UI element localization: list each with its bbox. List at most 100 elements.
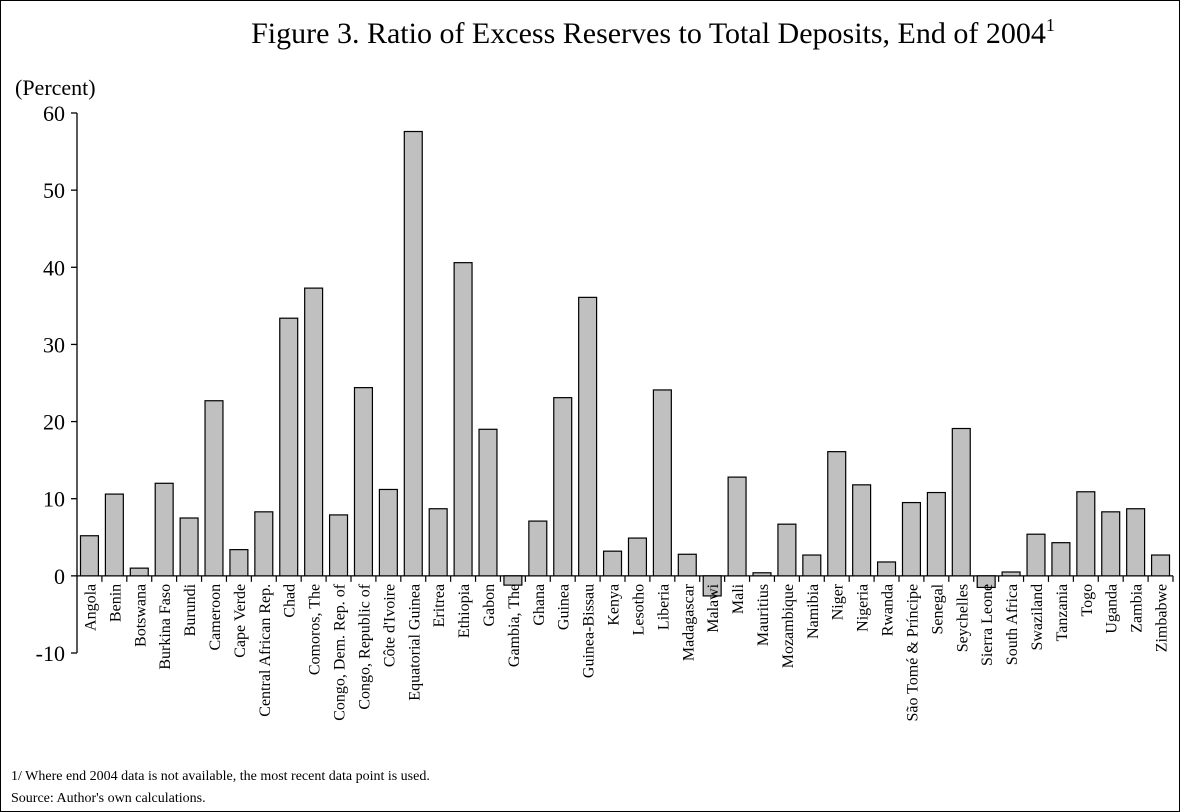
- x-tick-label: Kenya: [606, 584, 623, 626]
- y-tick-label: 10: [43, 487, 65, 512]
- x-tick-label: Botswana: [132, 584, 149, 647]
- x-tick-label: Cameroon: [207, 584, 224, 651]
- bar: [1026, 533, 1046, 577]
- x-tick-label: Tanzania: [1054, 584, 1071, 642]
- chart-title-text: Figure 3. Ratio of Excess Reserves to To…: [251, 17, 1046, 50]
- x-tick-label: Central African Rep.: [257, 584, 274, 717]
- bar: [1001, 571, 1021, 577]
- x-tick-label: Guinea-Bissau: [581, 584, 598, 678]
- x-tick-label: Cape Verde: [232, 584, 249, 658]
- x-tick-label: Guinea: [556, 584, 573, 630]
- bar: [578, 296, 598, 577]
- bar: [478, 428, 498, 577]
- bar: [951, 427, 971, 577]
- x-tick-label: Malawi: [705, 583, 722, 632]
- bar: [428, 508, 448, 577]
- y-tick-label: 0: [54, 564, 65, 589]
- x-tick-label: Burkina Faso: [157, 584, 174, 670]
- bar: [179, 517, 199, 577]
- x-tick-label: Sierra Leone: [979, 584, 996, 666]
- x-tick-label: Congo, Republic of: [356, 583, 373, 709]
- bar: [752, 572, 772, 577]
- bar: [553, 397, 573, 577]
- bar: [353, 387, 374, 577]
- x-tick-label: Liberia: [655, 584, 672, 630]
- chart-title-superscript: 1: [1046, 15, 1055, 35]
- x-tick-label: Zambia: [1129, 584, 1146, 633]
- x-tick-label: Angola: [82, 584, 99, 631]
- y-tick-label: -10: [36, 641, 65, 666]
- bar: [304, 287, 324, 577]
- x-tick-label: South Africa: [1004, 584, 1021, 665]
- bar: [79, 535, 100, 577]
- footnote: 1/ Where end 2004 data is not available,…: [11, 769, 430, 784]
- bar: [129, 567, 149, 577]
- x-tick-label: Zimbabwe: [1154, 584, 1171, 652]
- bar: [852, 484, 872, 577]
- bar: [204, 400, 224, 577]
- x-tick-label: Ethiopia: [456, 584, 473, 638]
- y-tick-label: 60: [43, 101, 65, 126]
- x-tick-label: Mali: [730, 583, 747, 614]
- x-tick-label: Rwanda: [880, 584, 897, 636]
- plot-area: -10 0 10 20 30 40 50 60 Angola Benin Botswana Burki…: [36, 101, 1174, 722]
- bar: [876, 561, 897, 577]
- bar: [528, 520, 548, 577]
- x-tick-label: Nigeria: [855, 584, 872, 632]
- x-tick-label: Ghana: [531, 584, 548, 626]
- bar: [229, 549, 249, 577]
- x-tick-label: Gabon: [481, 584, 498, 627]
- bar: [602, 550, 623, 577]
- bar: [378, 488, 398, 577]
- x-tick-label: Seychelles: [954, 584, 971, 652]
- bar: [254, 511, 274, 577]
- y-tick-label: 20: [43, 410, 65, 435]
- bar: [154, 482, 174, 577]
- bar: [802, 554, 822, 577]
- bar: [702, 575, 722, 597]
- x-tick-label: Gambia, The: [506, 584, 523, 667]
- bar: [1051, 542, 1071, 577]
- bar: [1101, 511, 1121, 577]
- bar: [727, 476, 747, 577]
- bar: [652, 389, 672, 577]
- x-tick-label: Côte d'Ivoire: [381, 584, 398, 667]
- source-note: Source: Author's own calculations.: [11, 791, 206, 806]
- bar: [1126, 508, 1146, 577]
- bar: [627, 537, 648, 577]
- x-tick-label: São Tomé & Príncipe: [904, 584, 921, 722]
- bar: [328, 514, 349, 577]
- x-tick-label: Equatorial Guinea: [406, 584, 423, 701]
- x-tick-label: Swaziland: [1029, 584, 1046, 651]
- x-tick-label: Chad: [282, 584, 299, 618]
- bar: [279, 317, 299, 577]
- y-tick-label: 30: [43, 332, 65, 357]
- x-tick-label: Burundi: [182, 583, 199, 636]
- x-tick-label: Lesotho: [630, 584, 647, 636]
- bar: [901, 501, 922, 577]
- bar: [976, 575, 996, 589]
- bar: [1150, 554, 1171, 577]
- bar: [403, 130, 423, 577]
- x-tick-label: Niger: [830, 583, 847, 620]
- bar: [677, 553, 697, 577]
- bar: [827, 451, 847, 577]
- x-tick-label: Eritrea: [431, 584, 448, 628]
- x-tick-label: Benin: [107, 584, 124, 622]
- bar: [503, 575, 523, 586]
- x-tick-label: Uganda: [1104, 584, 1121, 634]
- chart-title: Figure 3. Ratio of Excess Reserves to To…: [251, 15, 1055, 50]
- x-tick-label: Namibia: [805, 584, 822, 639]
- x-tick-label: Mozambique: [780, 584, 797, 668]
- x-tick-label: Madagascar: [680, 583, 697, 661]
- bar: [926, 491, 946, 577]
- y-tick-label: 50: [43, 178, 65, 203]
- y-tick-label: 40: [43, 255, 65, 280]
- x-tick-label: Senegal: [929, 583, 946, 634]
- bar: [777, 523, 797, 577]
- x-tick-label: Togo: [1079, 584, 1096, 617]
- bar: [104, 493, 124, 577]
- x-tick-label: Mauritius: [755, 584, 772, 646]
